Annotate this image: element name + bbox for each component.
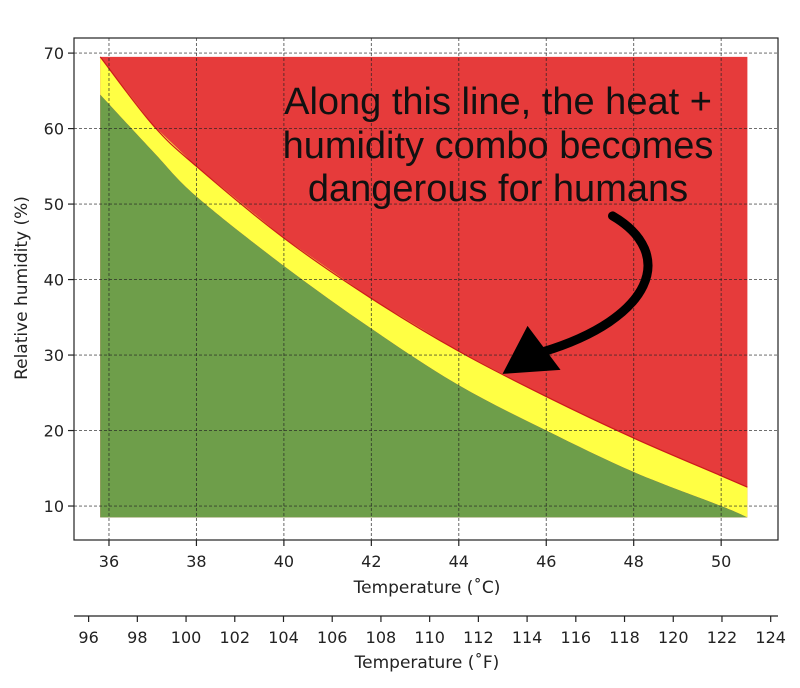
annotation-arrow-head [502,325,561,374]
y-tick-label: 30 [44,346,64,365]
y-ticks: 10 20 30 40 50 60 70 [44,44,74,516]
y-tick-label: 40 [44,271,64,290]
f-tick-label: 120 [658,628,689,647]
safe-region [100,94,748,518]
upper-boundary-line [99,56,748,488]
f-tick-label: 114 [512,628,543,647]
f-tick-label: 96 [78,628,98,647]
f-tick-label: 98 [127,628,147,647]
x-tick-label: 40 [274,552,294,571]
f-tick-label: 118 [609,628,640,647]
grid [74,38,778,540]
x-tick-label: 42 [361,552,381,571]
y-tick-label: 50 [44,195,64,214]
f-tick-label: 116 [561,628,592,647]
caution-band [100,56,748,518]
x-tick-label: 48 [624,552,644,571]
x-tick-label: 36 [99,552,119,571]
f-tick-label: 110 [414,628,445,647]
annotation-line-3: dangerous for humans [308,168,688,210]
x-tick-label: 38 [186,552,206,571]
f-tick-label: 106 [317,628,348,647]
f-tick-label: 108 [366,628,397,647]
y-axis-title: Relative humidity (%) [12,196,32,380]
fahrenheit-ticks: 96 98 100 102 104 106 108 110 112 114 116 118 120 122… [74,615,786,647]
f-tick-label: 124 [755,628,786,647]
annotation-line-2: humidity combo becomes [283,125,714,167]
y-tick-label: 70 [44,44,64,63]
x-tick-label: 44 [449,552,469,571]
f-tick-label: 102 [220,628,251,647]
f-tick-label: 100 [171,628,202,647]
x-tick-label: 50 [711,552,731,571]
annotation-line-1: Along this line, the heat + [284,81,712,123]
plot-border [73,37,779,541]
x-tick-label: 46 [536,552,556,571]
x-axis-title: Temperature (˚C) [353,577,501,598]
y-tick-label: 20 [44,422,64,441]
annotation-arrow-shaft [538,211,653,357]
f-tick-label: 112 [463,628,494,647]
x-ticks: 36 38 40 42 44 46 48 50 [99,540,731,571]
secondary-x-axis-title: Temperature (˚F) [354,652,500,673]
y-tick-label: 10 [44,497,64,516]
y-tick-label: 60 [44,120,64,139]
annotation: Along this line, the heat + humidity com… [283,81,714,374]
f-tick-label: 122 [707,628,738,647]
axes-frame [73,37,779,541]
f-tick-label: 104 [268,628,299,647]
